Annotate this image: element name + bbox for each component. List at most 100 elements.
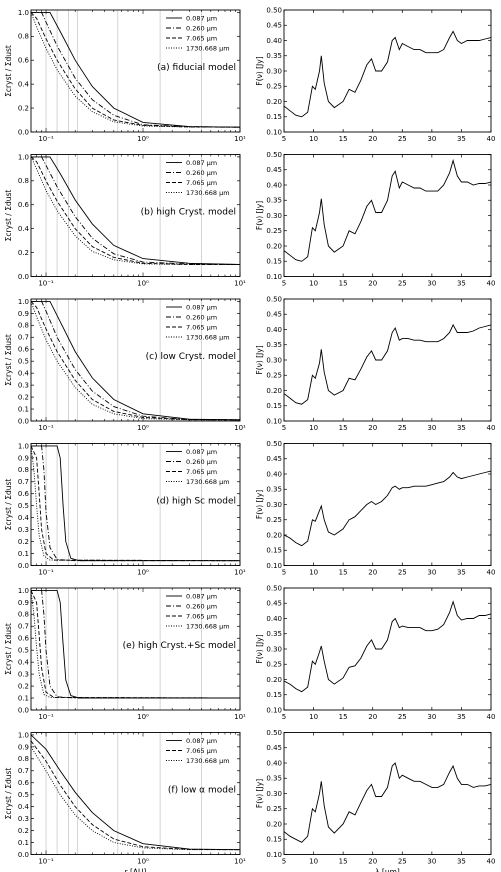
y-tick-label: 0.3 <box>18 526 29 534</box>
series-line <box>31 156 240 265</box>
x-tick-label: 15 <box>339 569 348 577</box>
y-tick-label: 0.15 <box>266 547 282 555</box>
legend-entry: 7.065 μm <box>186 324 217 332</box>
y-tick-label: 0.40 <box>266 326 282 334</box>
y-tick-label: 0.8 <box>18 177 29 185</box>
y-tick-label: 0.1 <box>18 550 29 558</box>
y-tick-label: 0.30 <box>266 67 282 75</box>
x-tick-label: 25 <box>398 569 407 577</box>
y-tick-label: 0.5 <box>18 647 29 655</box>
y-tick-label: 0.40 <box>266 615 282 623</box>
x-tick-label: 15 <box>339 280 348 288</box>
y-tick-label: 0.6 <box>18 201 30 209</box>
series-line <box>31 300 240 421</box>
y-tick-label: 0.2 <box>18 538 29 546</box>
legend-entry: 1730.668 μm <box>186 334 230 342</box>
y-tick-label: 0.20 <box>266 820 282 828</box>
x-tick-label: 35 <box>457 280 466 288</box>
legend-entry: 1730.668 μm <box>186 623 230 631</box>
series-line <box>31 445 240 562</box>
y-tick-label: 0.10 <box>266 562 282 570</box>
plot-frame <box>283 298 492 422</box>
plot-frame <box>30 298 241 422</box>
legend-entry: 0.087 μm <box>186 593 217 601</box>
plot-frame <box>30 732 241 855</box>
legend-entry: 1730.668 μm <box>186 45 230 53</box>
x-tick-label: 10⁰ <box>137 713 149 721</box>
y-tick-label: 0.15 <box>266 402 282 410</box>
x-tick-label: 35 <box>457 569 466 577</box>
plot-frame <box>283 732 492 855</box>
y-tick-label: 0.6 <box>18 635 30 643</box>
y-axis-label: Σcryst / Σdust <box>4 190 13 242</box>
plot-frame <box>30 9 241 133</box>
y-tick-label: 0.30 <box>266 356 282 364</box>
x-tick-label: 15 <box>339 135 348 143</box>
y-tick-label: 0.1 <box>18 839 29 847</box>
y-axis-label: F(ν) [Jy] <box>255 634 264 663</box>
x-tick-label: 20 <box>368 135 377 143</box>
panel-left-4: 0.0 0.1 0.2 0.3 0.4 0.5 0.6 0.7 0.8 0.9 1.0 10⁻¹ 10⁰… <box>4 442 246 576</box>
legend-entry: 7.065 μm <box>186 613 217 621</box>
y-tick-label: 0.10 <box>266 128 282 136</box>
x-tick-label: 35 <box>457 858 466 866</box>
y-tick-label: 0.45 <box>266 166 282 174</box>
y-tick-label: 1.0 <box>18 9 29 17</box>
plot-frame <box>30 587 241 711</box>
series-line <box>284 158 491 262</box>
y-tick-label: 0.20 <box>266 676 282 684</box>
x-tick-label: 5 <box>282 569 286 577</box>
legend-entry: 0.087 μm <box>186 448 217 456</box>
legend-entry: 0.087 μm <box>186 159 217 167</box>
legend-entry: 7.065 μm <box>186 179 217 187</box>
y-tick-label: 0.2 <box>18 827 29 835</box>
y-tick-label: 0.45 <box>266 744 282 752</box>
series-line <box>284 30 491 118</box>
y-tick-label: 0.35 <box>266 52 282 60</box>
x-axis-label: λ [μm] <box>375 868 400 872</box>
y-tick-label: 0.10 <box>266 706 282 714</box>
series-line <box>284 470 491 547</box>
y-tick-label: 0.10 <box>266 417 282 425</box>
y-tick-label: 0.0 <box>18 562 29 570</box>
y-tick-label: 0.10 <box>266 273 282 281</box>
y-tick-label: 0.15 <box>266 691 282 699</box>
x-tick-label: 25 <box>398 280 407 288</box>
series-line <box>31 445 240 562</box>
y-tick-label: 0.4 <box>18 370 30 378</box>
x-tick-label: 10 <box>309 424 318 432</box>
x-tick-label: 30 <box>427 858 436 866</box>
panel-right-6: 0.10 0.15 0.20 0.25 0.30 0.35 0.40 0.45 0.50 5 10 1… <box>255 729 495 872</box>
y-tick-label: 0.0 <box>18 706 29 714</box>
x-tick-label: 25 <box>398 135 407 143</box>
y-tick-label: 0.50 <box>266 295 282 303</box>
x-tick-label: 25 <box>398 424 407 432</box>
series-line <box>284 323 491 405</box>
y-tick-label: 0.25 <box>266 227 282 235</box>
legend-entry: 0.260 μm <box>186 458 217 466</box>
y-axis-label: F(ν) [Jy] <box>255 490 264 519</box>
x-tick-label: 20 <box>368 280 377 288</box>
y-tick-label: 0.2 <box>18 249 29 257</box>
panel-left-5: 0.0 0.1 0.2 0.3 0.4 0.5 0.6 0.7 0.8 0.9 1.0 10⁻¹ 10⁰… <box>4 587 246 721</box>
series-line <box>31 590 240 699</box>
y-tick-label: 0.25 <box>266 372 282 380</box>
x-tick-label: 10⁰ <box>137 424 149 432</box>
x-tick-label: 10¹ <box>234 280 246 288</box>
y-axis-label: Σcryst / Σdust <box>4 768 13 820</box>
x-tick-label: 20 <box>368 858 377 866</box>
y-tick-label: 0.10 <box>266 851 282 859</box>
x-tick-label: 20 <box>368 713 377 721</box>
plot-frame <box>30 154 241 277</box>
y-tick-label: 0.35 <box>266 341 282 349</box>
y-tick-label: 0.40 <box>266 759 282 767</box>
legend-entry: 0.087 μm <box>186 304 217 312</box>
y-tick-label: 0.35 <box>266 486 282 494</box>
y-tick-label: 0.0 <box>18 851 29 859</box>
series-line <box>284 762 491 843</box>
legend-entry: 0.260 μm <box>186 169 217 177</box>
y-tick-label: 0.5 <box>18 791 29 799</box>
legend-entry: 0.087 μm <box>186 737 217 745</box>
x-tick-label: 40 <box>487 280 496 288</box>
series-line <box>31 156 240 265</box>
